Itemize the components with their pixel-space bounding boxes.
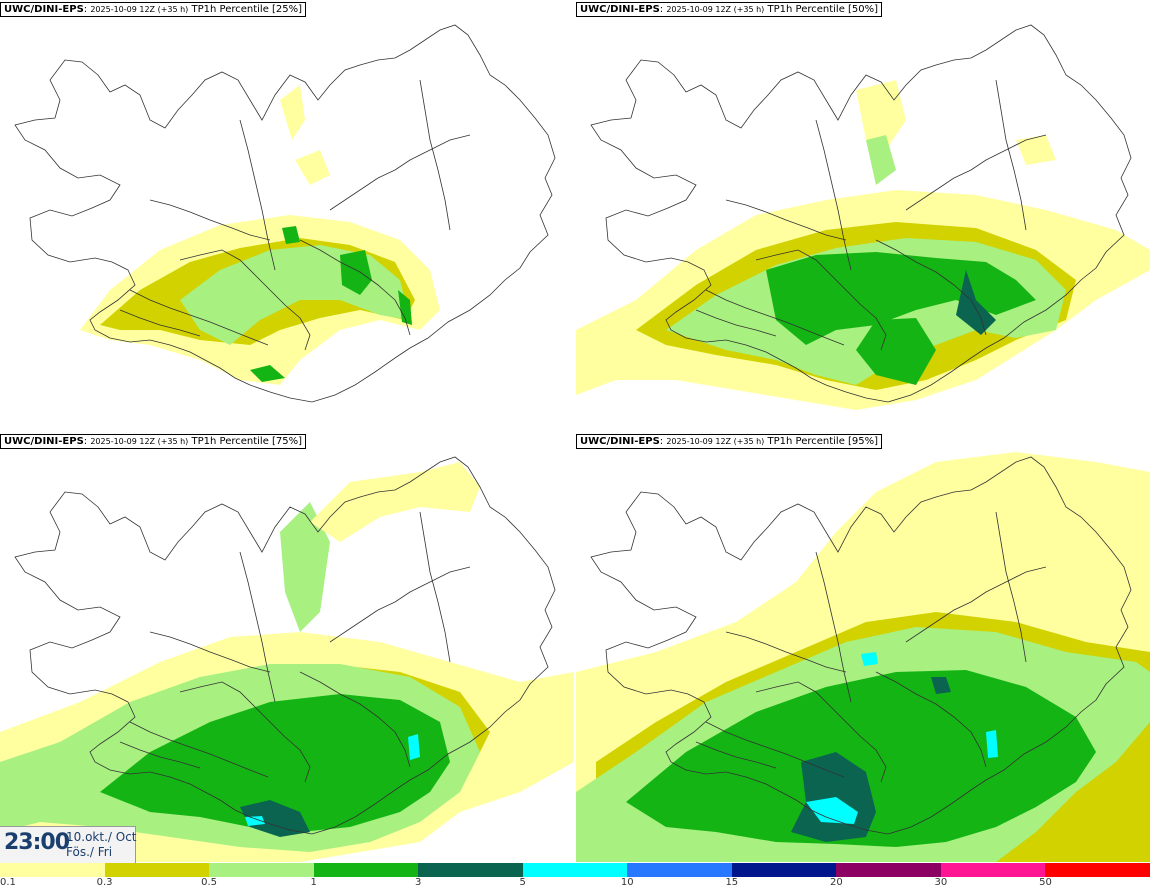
colorbar-tick-label: 0.1: [0, 877, 16, 888]
colorbar-segment: [418, 863, 523, 877]
run-time: 2025-10-09 12Z (+35 h): [666, 5, 765, 14]
panel-title: UWC/DINI-EPS: 2025-10-09 12Z (+35 h) TP1…: [576, 434, 883, 449]
field-name: TP1h Percentile [25%]: [191, 4, 303, 15]
precip-map-p25: [14, 24, 556, 403]
colorbar-segment: [209, 863, 314, 877]
map-panel-p75: UWC/DINI-EPS: 2025-10-09 12Z (+35 h) TP1…: [0, 432, 574, 862]
colorbar-tick-label: 3: [414, 877, 422, 888]
precip-map-p50: [576, 24, 1150, 410]
colorbar-tick-label: 0.3: [96, 877, 113, 888]
model-name: UWC/DINI-EPS: [4, 436, 84, 447]
colorbar-segment: [731, 863, 837, 877]
colorbar-ticks: 0.1 0.3 0.5 1 3 5 10 15 20 30 50: [0, 877, 1150, 891]
colorbar-segment: [836, 863, 941, 877]
run-time: 2025-10-09 12Z (+35 h): [90, 437, 189, 446]
valid-date: 10.okt./ Oct: [66, 830, 137, 844]
colorbar-tick-label: 1: [310, 877, 317, 888]
valid-day: Fös./ Fri: [66, 845, 113, 859]
colorbar-segment: [940, 863, 1046, 877]
colorbar-segment: [522, 863, 628, 877]
precip-map-p75: [0, 456, 574, 862]
precip-map-p95: [576, 452, 1150, 862]
colorbar-tick-label: 15: [725, 877, 739, 888]
valid-clock: 23:00: [4, 830, 70, 855]
colorbar-segment: [627, 863, 732, 877]
run-time: 2025-10-09 12Z (+35 h): [90, 5, 189, 14]
map-panel-p95: UWC/DINI-EPS: 2025-10-09 12Z (+35 h) TP1…: [576, 432, 1150, 862]
valid-time-box: 23:00 10.okt./ Oct Fös./ Fri: [0, 826, 137, 863]
panel-title: UWC/DINI-EPS: 2025-10-09 12Z (+35 h) TP1…: [0, 2, 307, 17]
colorbar-tick-label: 30: [934, 877, 948, 888]
model-name: UWC/DINI-EPS: [580, 436, 660, 447]
field-name: TP1h Percentile [75%]: [191, 436, 303, 447]
field-name: TP1h Percentile [95%]: [767, 436, 879, 447]
field-name: TP1h Percentile [50%]: [767, 4, 879, 15]
colorbar-segment: [0, 863, 105, 877]
run-time: 2025-10-09 12Z (+35 h): [666, 437, 765, 446]
colorbar-segment: [313, 863, 419, 877]
map-panel-p25: UWC/DINI-EPS: 2025-10-09 12Z (+35 h) TP1…: [0, 0, 574, 430]
precip-colorbar: [0, 863, 1150, 877]
colorbar-segment: [104, 863, 210, 877]
colorbar-tick-label: 0.5: [201, 877, 218, 888]
panel-title: UWC/DINI-EPS: 2025-10-09 12Z (+35 h) TP1…: [576, 2, 883, 17]
colorbar-tick-label: 10: [620, 877, 634, 888]
colorbar-segment: [1045, 863, 1150, 877]
map-panel-p50: UWC/DINI-EPS: 2025-10-09 12Z (+35 h) TP1…: [576, 0, 1150, 430]
model-name: UWC/DINI-EPS: [580, 4, 660, 15]
colorbar-tick-label: 50: [1039, 877, 1052, 888]
colorbar-tick-label: 20: [829, 877, 843, 888]
colorbar-tick-label: 5: [519, 877, 526, 888]
model-name: UWC/DINI-EPS: [4, 4, 84, 15]
panel-title: UWC/DINI-EPS: 2025-10-09 12Z (+35 h) TP1…: [0, 434, 307, 449]
